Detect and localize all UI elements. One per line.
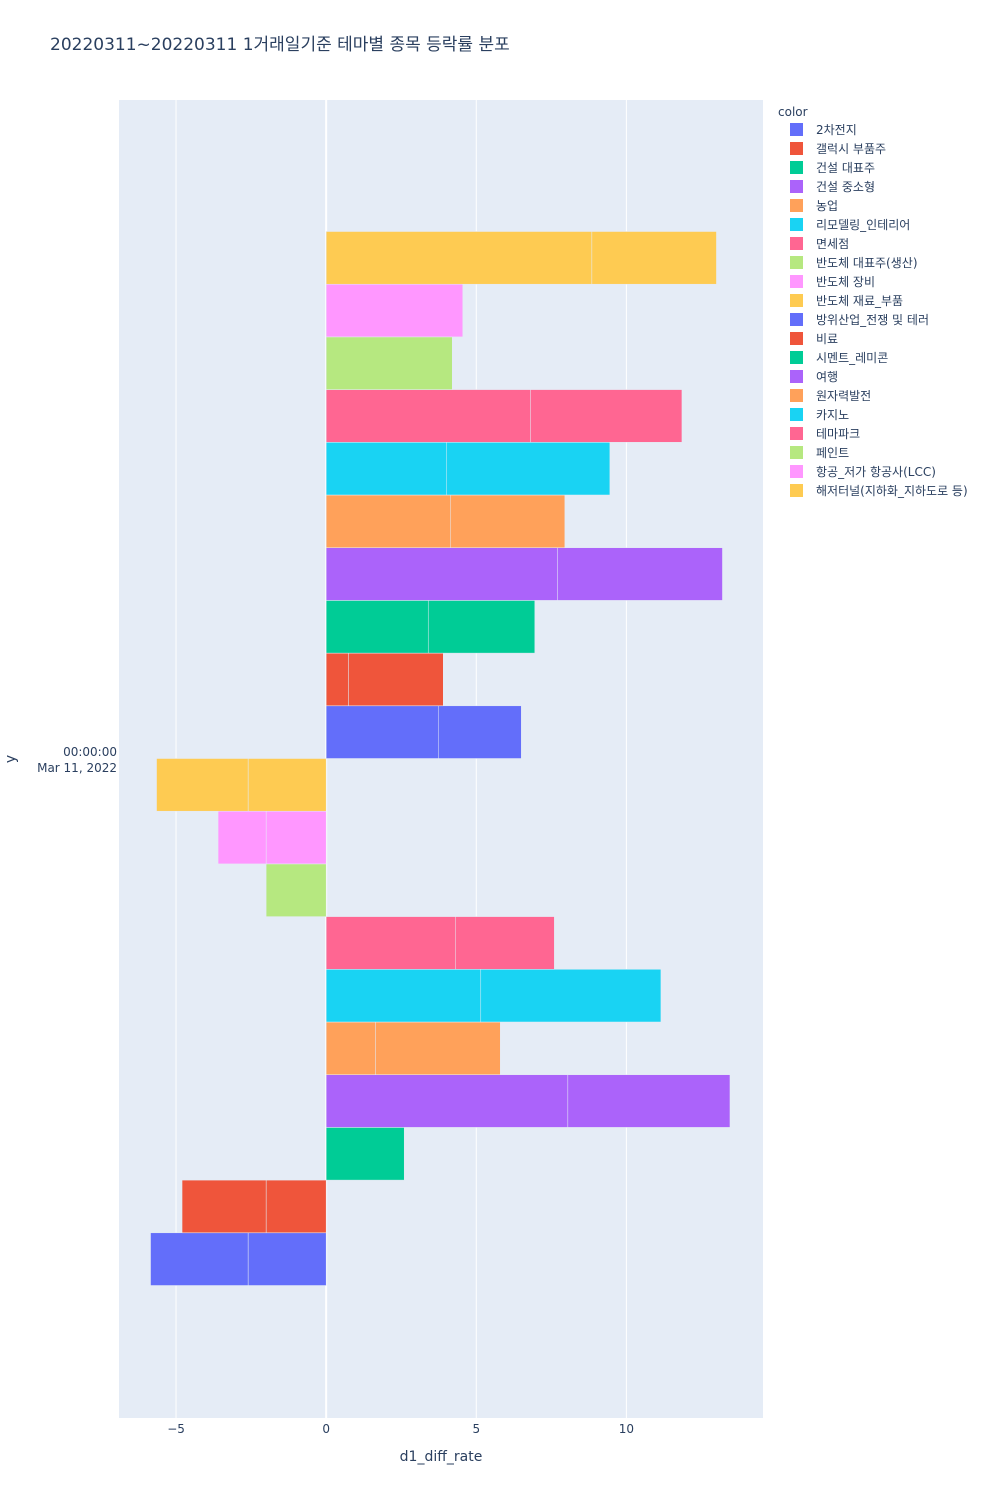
legend-label-5[interactable]: 리모델링_인테리어 [816,218,910,232]
y-axis-label: y [3,755,19,763]
legend-swatch-1[interactable] [790,142,803,155]
legend-label-14[interactable]: 원자력발전 [816,389,871,403]
legend-swatch-14[interactable] [790,389,803,402]
legend-label-17[interactable]: 페인트 [816,446,849,460]
bar-12-seg-1[interactable] [427,600,536,654]
bar-19-seg-0[interactable] [325,231,593,285]
bar-9-seg-0[interactable] [247,758,327,812]
bar-5-seg-1[interactable] [480,969,662,1023]
bar-19-seg-1[interactable] [591,231,717,285]
bar-3-seg-1[interactable] [567,1074,731,1128]
legend-label-7[interactable]: 반도체 대표주(생산) [816,256,918,270]
bar-5-seg-0[interactable] [325,969,482,1023]
bar-8-seg-1[interactable] [217,810,267,865]
legend-swatch-9[interactable] [790,294,803,307]
legend-label-15[interactable]: 카지노 [816,408,849,422]
legend-label-18[interactable]: 항공_저가 항공사(LCC) [816,465,936,479]
bar-6-seg-0[interactable] [325,916,456,970]
bar-9-seg-1[interactable] [156,758,249,812]
legend-swatch-2[interactable] [790,161,803,174]
legend-swatch-0[interactable] [790,123,803,136]
bar-1-seg-1[interactable] [181,1179,267,1234]
bar-10-seg-0[interactable] [325,705,439,759]
bar-0-seg-0[interactable] [247,1232,327,1286]
legend-swatch-17[interactable] [790,446,803,459]
legend-label-4[interactable]: 농업 [816,199,838,213]
x-tick-label-3: 10 [619,1422,634,1436]
legend-swatch-11[interactable] [790,332,803,345]
bar-7-seg-0[interactable] [265,863,327,917]
bar-4-seg-1[interactable] [375,1021,501,1075]
x-tick-label-1: 0 [322,1422,330,1436]
legend-label-3[interactable]: 건설 중소형 [816,180,875,194]
legend-swatch-4[interactable] [790,199,803,212]
legend-label-10[interactable]: 방위산업_전쟁 및 테러 [816,313,929,327]
bar-2-seg-0[interactable] [325,1127,405,1181]
bar-11-seg-1[interactable] [348,652,444,707]
legend-title: color [778,105,808,119]
bar-15-seg-1[interactable] [446,442,611,496]
legend-swatch-16[interactable] [790,427,803,440]
bar-17-seg-0[interactable] [325,336,453,390]
bar-1-seg-0[interactable] [265,1179,327,1234]
bar-16-seg-1[interactable] [530,389,683,443]
legend-swatch-6[interactable] [790,237,803,250]
bar-3-seg-0[interactable] [325,1074,569,1128]
bar-6-seg-1[interactable] [455,916,555,970]
bar-16-seg-0[interactable] [325,389,531,443]
bar-0-seg-1[interactable] [150,1232,249,1286]
legend-swatch-18[interactable] [790,465,803,478]
legend-swatch-19[interactable] [790,484,803,497]
legend-label-9[interactable]: 반도체 재료_부품 [816,294,903,308]
legend-label-16[interactable]: 테마파크 [816,427,860,441]
y-tick-label-time: 00:00:00 [63,745,117,759]
bars [150,231,731,1286]
legend-label-2[interactable]: 건설 대표주 [816,161,875,175]
legend-label-0[interactable]: 2차전지 [816,123,857,137]
x-tick-labels: −5 0 5 10 [167,1422,634,1436]
bar-15-seg-0[interactable] [325,442,447,496]
legend-label-11[interactable]: 비료 [816,332,838,346]
legend-label-19[interactable]: 해저터널(지하화_지하도로 등) [816,484,968,498]
legend-swatch-10[interactable] [790,313,803,326]
bar-13-seg-0[interactable] [325,547,558,601]
legend-swatch-12[interactable] [790,351,803,364]
legend-swatch-8[interactable] [790,275,803,288]
bar-12-seg-0[interactable] [325,600,429,654]
legend-swatch-3[interactable] [790,180,803,193]
legend-label-12[interactable]: 시멘트_레미콘 [816,351,888,365]
legend-swatch-7[interactable] [790,256,803,269]
y-tick-label-date: Mar 11, 2022 [37,761,117,775]
bar-18-seg-0[interactable] [325,283,464,338]
bar-13-seg-1[interactable] [557,547,723,601]
legend-swatch-13[interactable] [790,370,803,383]
x-tick-label-0: −5 [167,1422,185,1436]
legend-label-6[interactable]: 면세점 [816,237,849,251]
bar-8-seg-0[interactable] [265,810,327,865]
legend-label-13[interactable]: 여행 [816,369,838,384]
bar-4-seg-0[interactable] [325,1021,376,1075]
legend-swatch-5[interactable] [790,218,803,231]
bar-14-seg-0[interactable] [325,494,452,548]
legend-label-1[interactable]: 갤럭시 부품주 [816,142,886,156]
x-tick-label-2: 5 [472,1422,480,1436]
legend-swatch-15[interactable] [790,408,803,421]
legend-label-8[interactable]: 반도체 장비 [816,275,875,289]
bar-14-seg-1[interactable] [450,494,566,548]
chart-title: 20220311~20220311 1거래일기준 테마별 종목 등락률 분포 [50,35,510,55]
bar-11-seg-0[interactable] [325,652,349,707]
x-axis-label: d1_diff_rate [400,1449,483,1465]
bar-10-seg-1[interactable] [438,705,522,759]
